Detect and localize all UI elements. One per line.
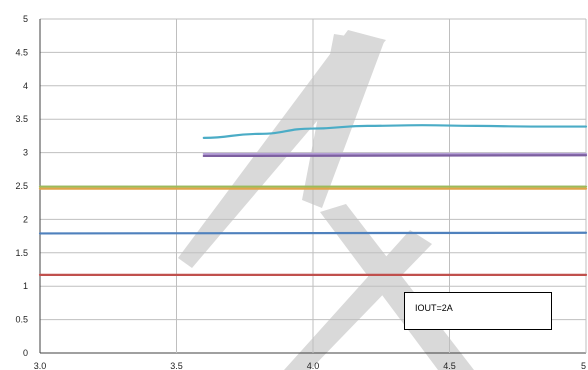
x-axis-ticks: 3.0 3.5 4.0 4.5 5 [34, 361, 586, 370]
y-tick-label: 1 [23, 281, 28, 291]
watermark [178, 30, 474, 370]
x-tick-label: 3.5 [170, 361, 183, 370]
y-tick-label: 0 [23, 348, 28, 358]
series-line-6 [38, 231, 588, 235]
y-axis-ticks: 0 0.5 1 1.5 2 2.5 3 3.5 4 4.5 5 [15, 14, 28, 358]
y-tick-label: 0.5 [15, 315, 28, 325]
x-tick-label: 4.5 [443, 361, 456, 370]
watermark-stroke-right [320, 204, 474, 370]
y-tick-label: 2 [23, 214, 28, 224]
y-tick-label: 2.5 [15, 181, 28, 191]
y-tick-label: 1.5 [15, 248, 28, 258]
x-tick-label: 3.0 [34, 361, 47, 370]
x-tick-label: 4.0 [307, 361, 320, 370]
y-tick-label: 3 [23, 148, 28, 158]
annotation-text: IOUT=2A [415, 303, 453, 313]
x-tick-label: 5 [581, 361, 586, 370]
y-tick-label: 4.5 [15, 47, 28, 57]
series-line-1 [202, 124, 588, 140]
series-layer [38, 124, 588, 276]
y-tick-label: 5 [23, 14, 28, 24]
series-line-3 [202, 154, 588, 158]
annotation-box: IOUT=2A [404, 292, 552, 330]
y-tick-label: 3.5 [15, 114, 28, 124]
watermark-stroke-cross [284, 230, 432, 370]
y-tick-label: 4 [23, 81, 28, 91]
watermark-stroke-top [302, 34, 384, 208]
